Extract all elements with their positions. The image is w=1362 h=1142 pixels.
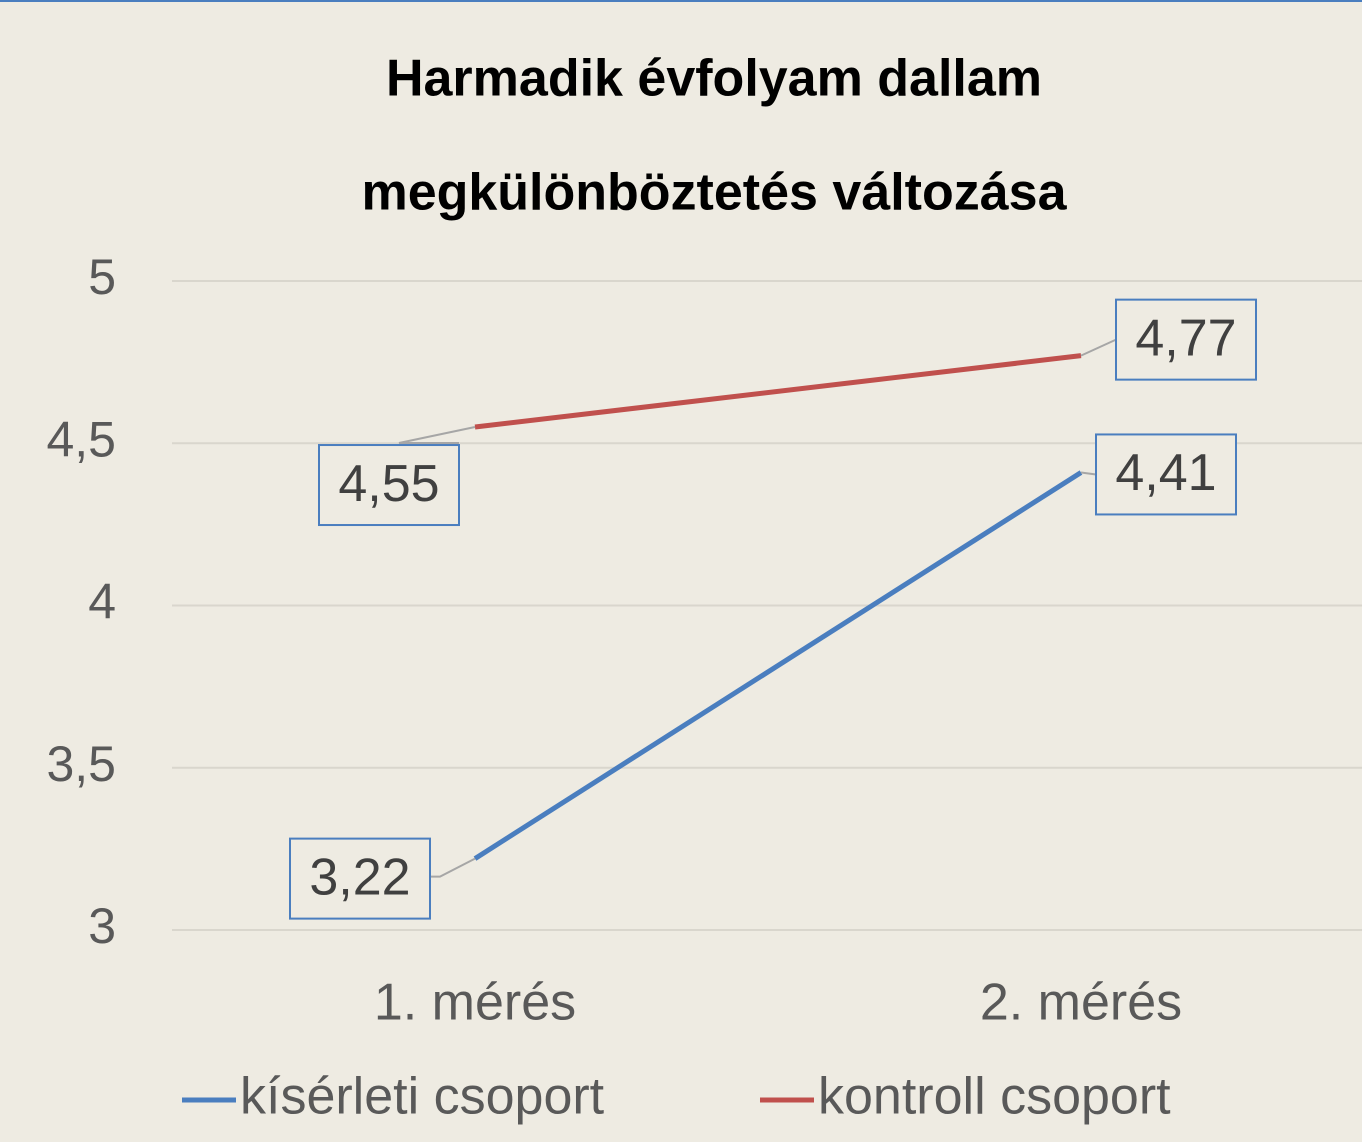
- leader-line: [430, 857, 476, 878]
- label-box: [289, 837, 431, 920]
- data-label: 4,55: [338, 455, 439, 513]
- data-label: 4,77: [1135, 309, 1236, 367]
- series-line: [473, 470, 1083, 861]
- label-box: [1095, 433, 1237, 516]
- chart-title: Harmadik évfolyam dallam: [386, 50, 1042, 108]
- label-box: [1115, 298, 1257, 381]
- leader-line: [1080, 338, 1117, 357]
- x-tick-label: 1. mérés: [374, 974, 576, 1032]
- legend-label: kísérleti csoport: [240, 1068, 605, 1126]
- label-box: [318, 444, 460, 527]
- x-tick-label: 2. mérés: [980, 974, 1182, 1032]
- leader-line: [1080, 471, 1097, 476]
- y-tick-label: 5: [88, 249, 116, 305]
- y-tick-label: 3,5: [46, 736, 116, 792]
- y-tick-label: 4: [88, 574, 116, 630]
- chart-title: megkülönböztetés változása: [361, 164, 1067, 222]
- data-label: 4,41: [1115, 444, 1216, 502]
- leader-line: [398, 426, 476, 445]
- y-tick-label: 4,5: [46, 411, 116, 467]
- data-label: 3,22: [309, 848, 410, 906]
- legend-label: kontroll csoport: [818, 1068, 1171, 1126]
- y-tick-label: 3: [88, 898, 116, 954]
- series-line: [474, 353, 1082, 430]
